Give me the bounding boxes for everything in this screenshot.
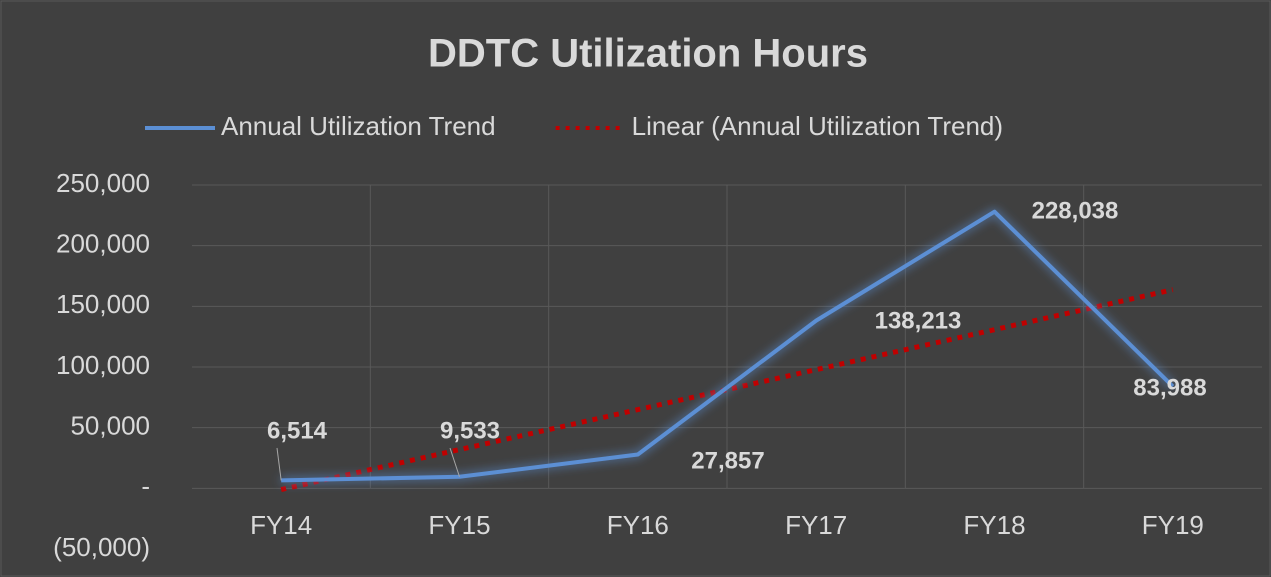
data-label: 83,988 [1133,374,1206,401]
y-tick-label: (50,000) [53,532,150,562]
x-tick-label: FY17 [785,510,847,540]
x-tick-label: FY14 [250,510,312,540]
legend-label: Linear (Annual Utilization Trend) [632,111,1003,141]
legend-label: Annual Utilization Trend [221,111,496,141]
data-line [281,209,1175,483]
trend-line [280,287,1174,493]
data-label: 6,514 [267,417,328,444]
leader-line [449,447,460,477]
x-tick-label: FY18 [963,510,1025,540]
chart-title: DDTC Utilization Hours [428,32,868,76]
data-label: 27,857 [691,447,764,474]
x-tick-label: FY15 [428,510,490,540]
x-tick-label: FY19 [1142,510,1204,540]
y-tick-label: 250,000 [56,168,150,198]
y-tick-label: 50,000 [70,411,150,441]
data-label: 228,038 [1032,197,1119,224]
x-tick-label: FY16 [607,510,669,540]
y-tick-label: 150,000 [56,289,150,319]
data-label: 9,533 [440,417,500,444]
leader-line [276,447,282,481]
y-tick-label: 100,000 [56,350,150,380]
data-label: 138,213 [875,307,962,334]
y-tick-label: 200,000 [56,229,150,259]
y-tick-label: - [141,471,150,501]
